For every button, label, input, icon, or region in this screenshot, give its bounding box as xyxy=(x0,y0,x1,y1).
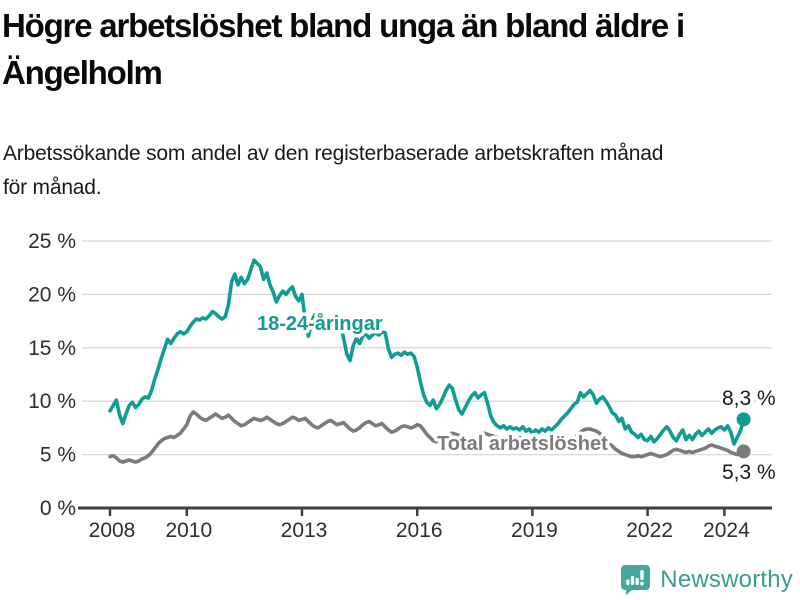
line-total_line xyxy=(108,410,746,464)
x-tick-label: 2022 xyxy=(626,519,673,542)
end-value-label-total: 5,3 % xyxy=(722,461,776,484)
gridlines: 0 % 5 % 10 % 15 % 20 % 25 % xyxy=(28,230,772,520)
chart-subtitle-line2: för månad. xyxy=(3,176,102,199)
page-title-line1: Högre arbetslöshet bland unga än bland ä… xyxy=(2,7,685,44)
chart-labels: 18-24-åringar Total arbetslöshet 8,3 % 5,3 … xyxy=(254,309,780,488)
data-lines xyxy=(108,258,751,464)
line-youth_line xyxy=(108,258,746,446)
end-value-label-youth: 8,3 % xyxy=(722,387,776,410)
y-tick-label: 0 % xyxy=(40,497,76,520)
x-tick-label: 2008 xyxy=(89,519,136,542)
y-tick-label: 10 % xyxy=(28,390,76,413)
x-tick-label: 2010 xyxy=(165,519,212,542)
end-dot-total_line xyxy=(736,444,751,459)
page-title: Högre arbetslöshet bland unga än bland ä… xyxy=(2,2,798,96)
x-tick-label: 2013 xyxy=(281,519,328,542)
x-tick-label: 2024 xyxy=(703,519,750,542)
x-tick-label: 2016 xyxy=(396,519,443,542)
bar-chart-speech-bubble-icon xyxy=(621,565,651,595)
y-tick-label: 15 % xyxy=(28,337,76,360)
page-title-line2: Ängelholm xyxy=(2,54,163,91)
y-tick-label: 20 % xyxy=(28,283,76,306)
series-label-youth: 18-24-åringar xyxy=(257,312,383,335)
chart-subtitle: Arbetssökande som andel av den registerb… xyxy=(3,137,799,205)
brand-name: Newsworthy xyxy=(660,565,793,593)
unemployment-line-chart: 0 %5 %10 %15 %20 %25 % 2008 2010 2013 2016 2… xyxy=(28,230,780,542)
end-dot-youth_line xyxy=(736,412,751,427)
x-tick-label: 2019 xyxy=(511,519,558,542)
series-label-total: Total arbetslöshet xyxy=(437,433,608,455)
x-axis: 2008 2010 2013 2016 2019 2022 2024 xyxy=(78,506,772,542)
newsworthy-logo[interactable]: Newsworthy xyxy=(619,563,793,596)
y-tick-label: 5 % xyxy=(40,444,76,467)
chart-subtitle-line1: Arbetssökande som andel av den registerb… xyxy=(3,142,664,165)
y-tick-label: 25 % xyxy=(28,230,76,253)
